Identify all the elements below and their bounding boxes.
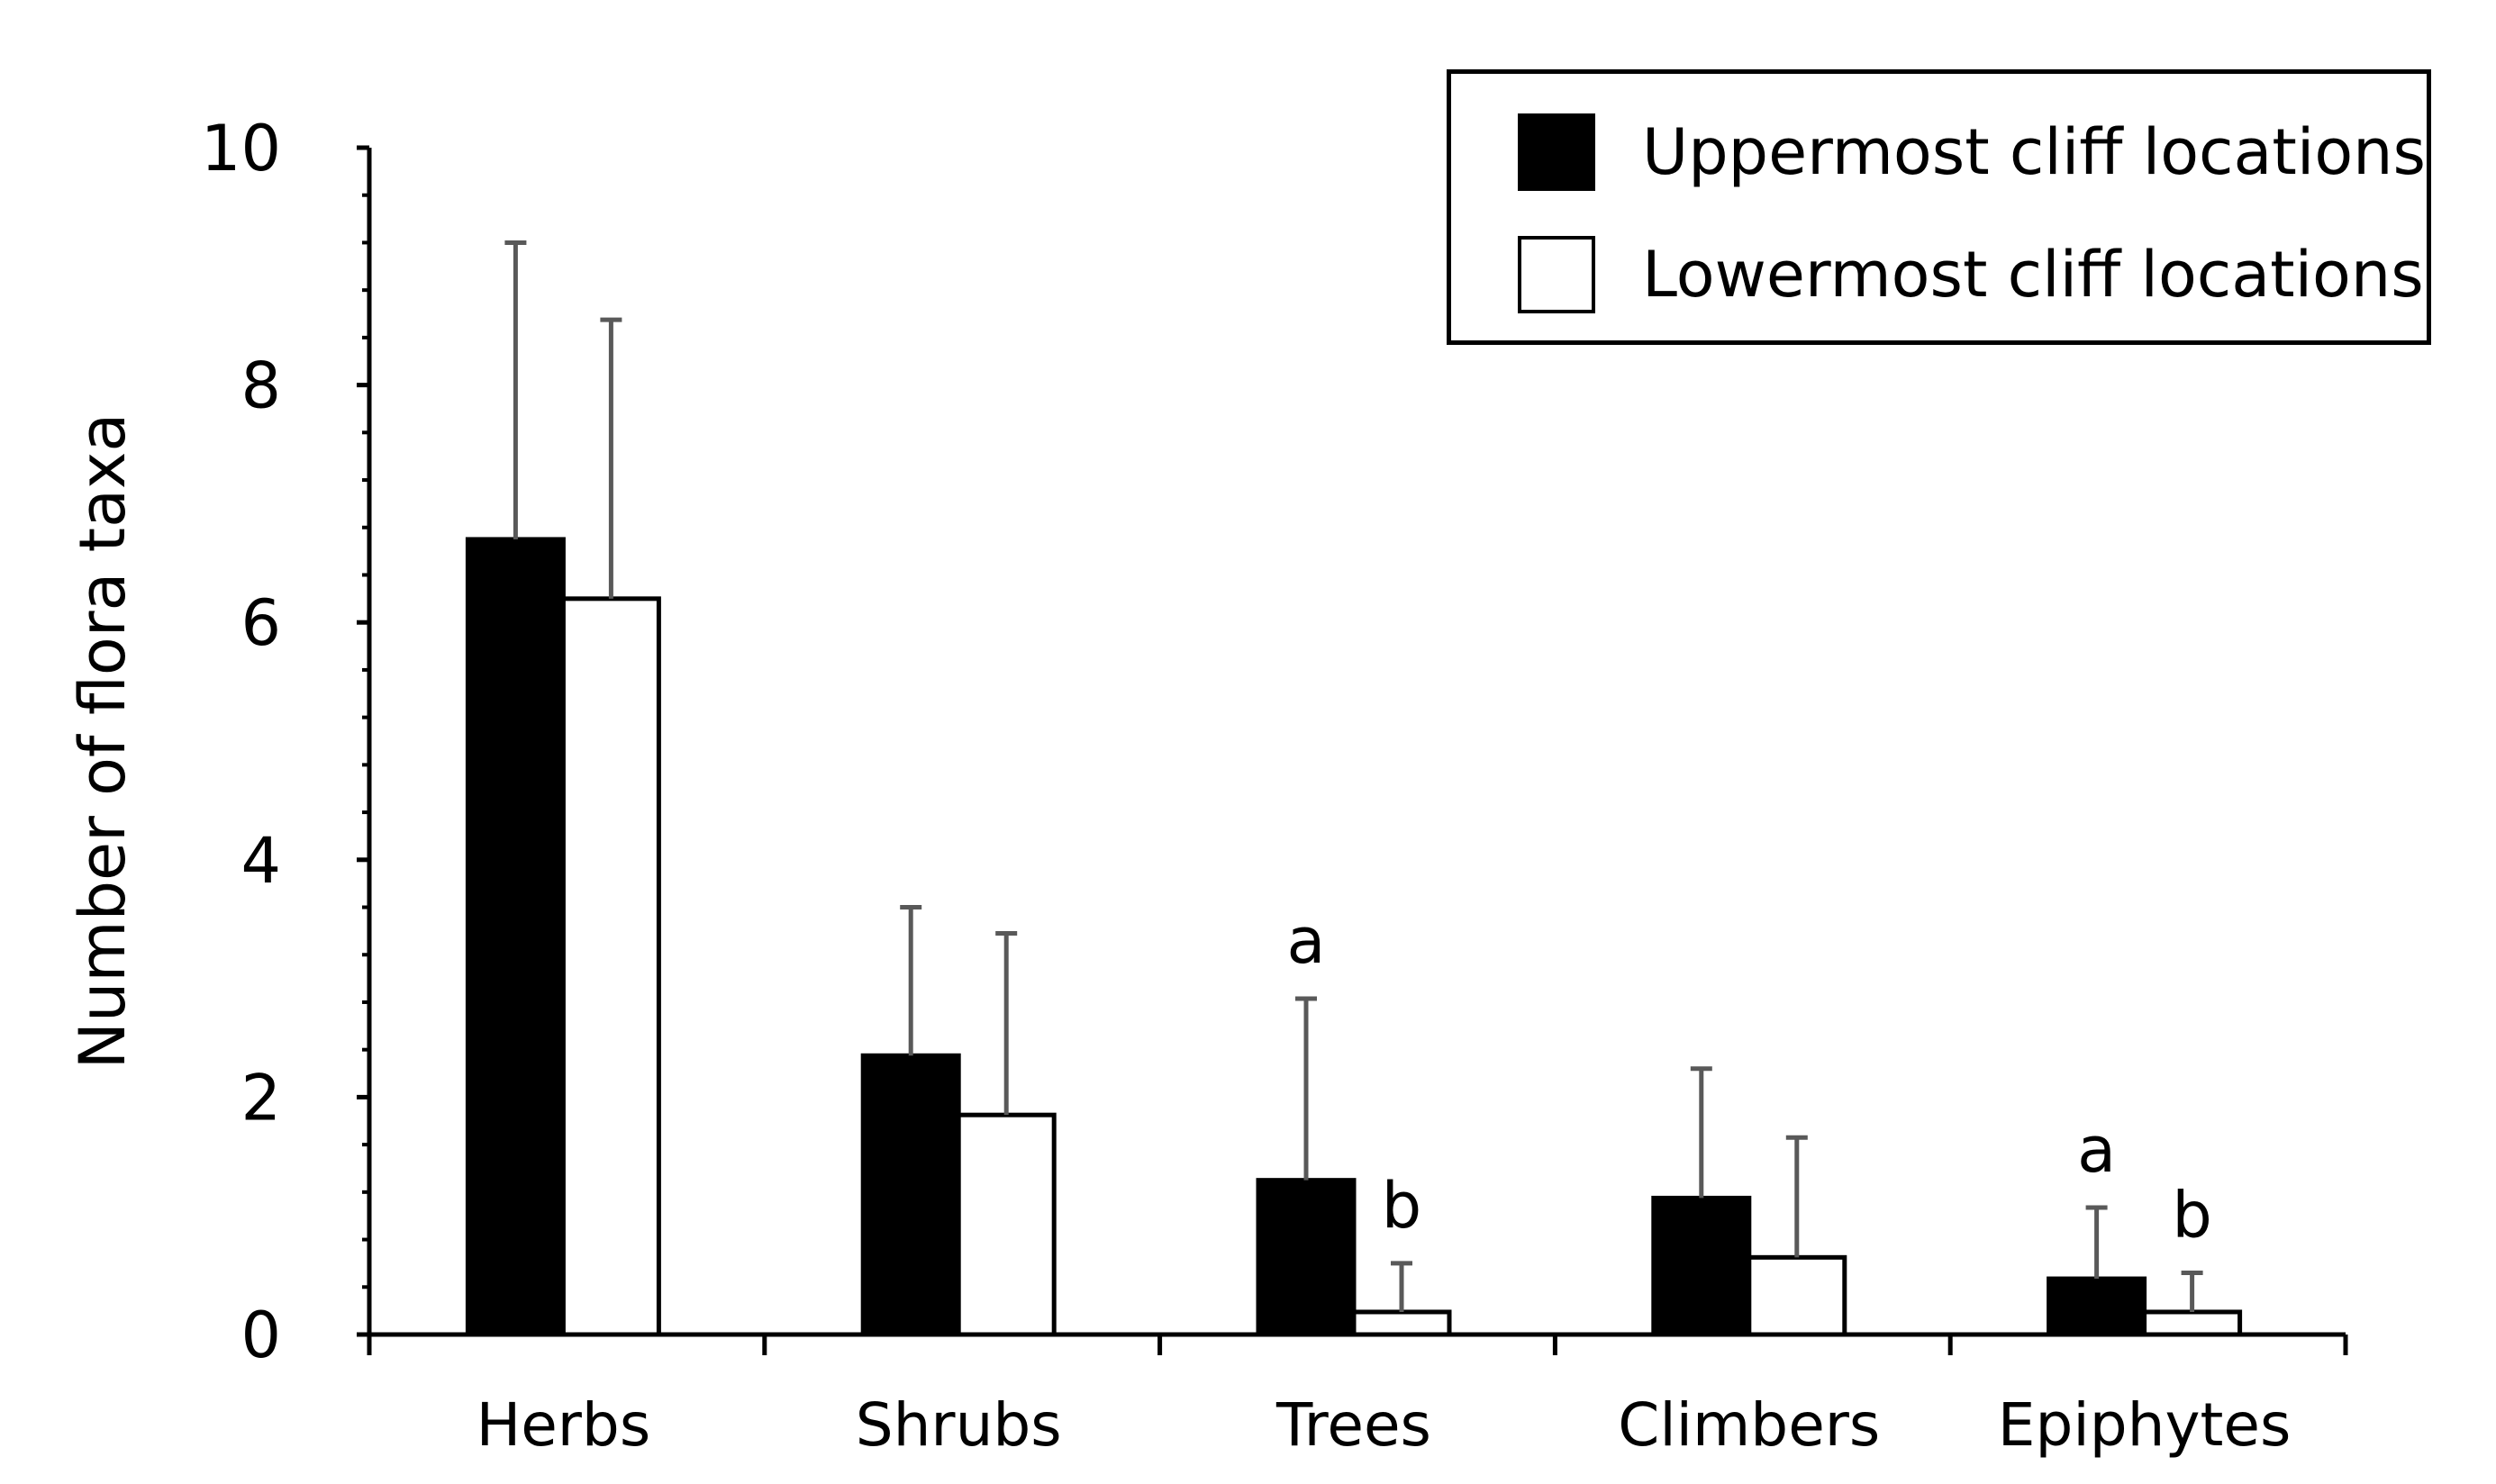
bar-epiphytes-series-1 (2142, 1309, 2243, 1337)
bar-climbers-series-1 (1747, 1254, 1847, 1337)
bar-trees-series-1 (1351, 1309, 1452, 1337)
bar-trees-series-0 (1256, 1178, 1357, 1337)
significance-letter-epiphytes-series-0: a (2077, 1113, 2116, 1187)
ticks-layer (357, 145, 2348, 1355)
axes-layer (367, 148, 2346, 1337)
bar-shrubs-series-1 (956, 1112, 1057, 1337)
bar-shrubs-series-0 (860, 1053, 961, 1337)
x-tick-label-climbers: Climbers (1618, 1390, 1880, 1460)
legend-swatch-uppermost (1518, 113, 1595, 191)
bar-climbers-series-0 (1651, 1195, 1752, 1337)
x-tick-label-shrubs: Shrubs (856, 1390, 1062, 1460)
bar-herbs-series-1 (560, 596, 661, 1337)
y-tick-label-8: 8 (241, 349, 281, 423)
y-tick-label-6: 6 (241, 586, 281, 660)
y-tick-label-4: 4 (241, 824, 281, 898)
error-bars-layer (504, 240, 2203, 1312)
significance-letter-epiphytes-series-1: b (2172, 1178, 2211, 1252)
legend-entry-uppermost: Uppermost cliff locations (1518, 113, 2426, 191)
y-tick-label-0: 0 (241, 1298, 281, 1372)
legend-swatch-lowermost (1518, 236, 1595, 313)
x-tick-label-trees: Trees (1275, 1390, 1431, 1460)
legend-label-uppermost: Uppermost cliff locations (1642, 115, 2426, 189)
legend-entry-lowermost: Lowermost cliff locations (1518, 236, 2424, 313)
bars-layer (465, 537, 2243, 1337)
significance-letter-trees-series-0: a (1287, 904, 1326, 978)
significance-letter-trees-series-1: b (1382, 1169, 1421, 1243)
bar-herbs-series-0 (465, 537, 566, 1337)
y-axis-title: Number of flora taxa (66, 413, 140, 1070)
bar-epiphytes-series-0 (2047, 1276, 2147, 1337)
y-tick-label-10: 10 (201, 112, 281, 186)
legend-label-lowermost: Lowermost cliff locations (1642, 238, 2424, 312)
x-tick-label-herbs: Herbs (477, 1390, 651, 1460)
legend: Uppermost cliff locations Lowermost clif… (1447, 69, 2431, 345)
y-tick-label-2: 2 (241, 1061, 281, 1135)
x-tick-label-epiphytes: Epiphytes (1998, 1390, 2292, 1460)
